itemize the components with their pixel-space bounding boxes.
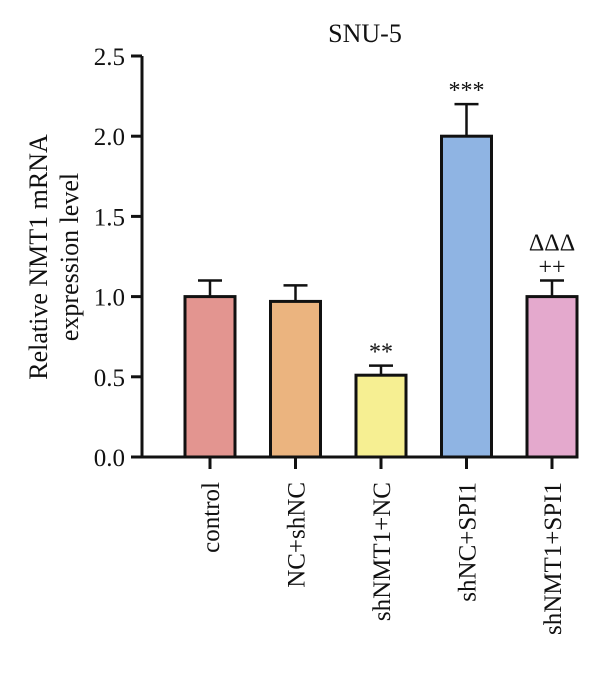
significance-marker-shNMT1+SPI1: ++ xyxy=(538,255,565,281)
significance-marker-shNC+SPI1: *** xyxy=(449,78,485,104)
y-tick-label: 0.5 xyxy=(94,365,125,392)
significance-annotations: *****++ΔΔΔ xyxy=(369,78,575,365)
y-tick-label: 2.0 xyxy=(94,124,125,151)
bar-shNC+SPI1 xyxy=(440,134,493,459)
chart-title: SNU-5 xyxy=(328,19,402,48)
x-tick-label-shNMT1+SPI1: shNMT1+SPI1 xyxy=(540,482,567,635)
bar-shNMT1+SPI1 xyxy=(525,295,579,459)
x-axis xyxy=(140,455,578,469)
bar-shNMT1+NC xyxy=(354,373,408,459)
y-axis-label-line-2: expression level xyxy=(55,173,84,341)
x-tick-label-NC+shNC: NC+shNC xyxy=(284,482,311,588)
y-tick-label: 2.5 xyxy=(94,44,125,71)
y-tick-label: 1.0 xyxy=(94,285,125,312)
y-tick-label: 0.0 xyxy=(94,445,125,472)
x-tick-label-control: control xyxy=(198,482,225,553)
x-tick-labels: control NC+shNC shNMT1+NC shNC+SPI1 shNMT1+S… xyxy=(198,482,567,635)
x-tick-label-shNC+SPI1: shNC+SPI1 xyxy=(455,482,482,602)
bar-NC+shNC xyxy=(269,299,322,459)
x-tick-label-shNMT1+NC: shNMT1+NC xyxy=(369,482,396,621)
y-axis-label-line-1: Relative NMT1 mRNA xyxy=(24,134,53,380)
y-tick-label: 1.5 xyxy=(94,204,125,231)
y-axis: 0.0 0.5 1.0 1.5 2.0 2.5 xyxy=(94,44,144,472)
significance-marker-shNMT1+NC: ** xyxy=(369,340,393,366)
significance-marker-shNMT1+SPI1: ΔΔΔ xyxy=(529,231,575,257)
bar-control xyxy=(183,295,237,459)
bars xyxy=(183,102,579,459)
